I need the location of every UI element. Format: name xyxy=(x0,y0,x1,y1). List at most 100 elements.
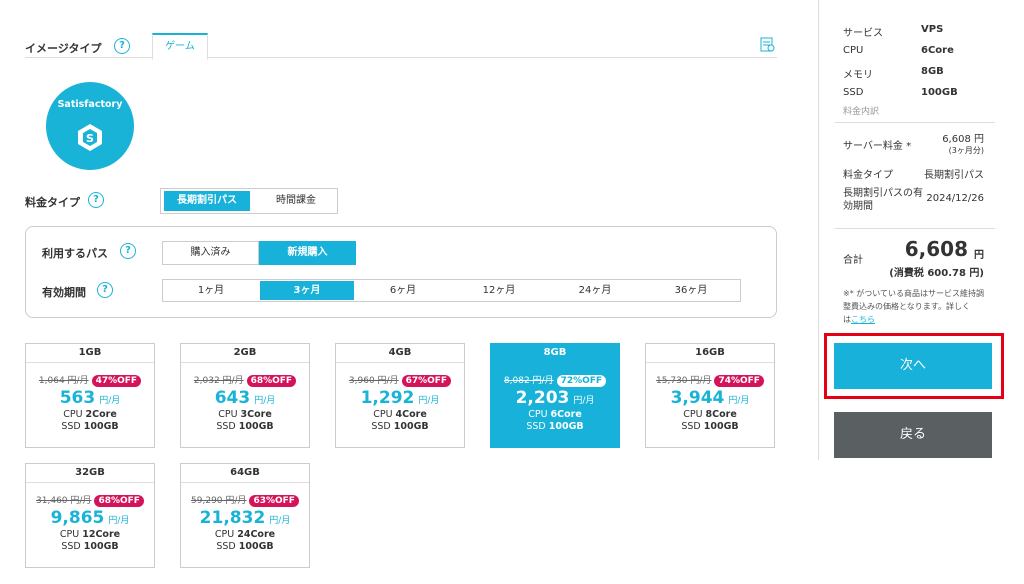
discount: 47%OFF xyxy=(91,375,142,387)
spec-value: 6Core xyxy=(550,409,582,420)
spec-row: CPU 24Core xyxy=(181,529,309,540)
spec-label: サービス xyxy=(843,28,883,39)
option[interactable]: 6ヶ月 xyxy=(389,285,417,296)
tab[interactable]: ゲーム xyxy=(152,33,208,60)
price: 563 xyxy=(59,388,96,408)
options-panel xyxy=(25,226,777,318)
next-button[interactable]: 次へ xyxy=(834,343,992,389)
unit: 円/月 xyxy=(728,396,750,406)
total-unit: 円 xyxy=(974,250,984,261)
price-row: 59,290 円/月 63%OFF xyxy=(181,488,309,507)
price: 3,944 xyxy=(670,388,725,408)
plan-name: 64GB xyxy=(181,464,309,483)
price-row: 31,460 円/月 68%OFF xyxy=(26,488,154,507)
discount: 68%OFF xyxy=(94,495,144,507)
spec-value: 100GB xyxy=(83,421,119,432)
option[interactable]: 購入済み xyxy=(162,241,259,265)
spec-row: CPU 6Core xyxy=(491,409,619,420)
spec-row: SSD 100GB xyxy=(26,421,154,432)
help-icon[interactable]: ? xyxy=(88,192,104,208)
price-row: 3,944 円/月 xyxy=(646,388,774,408)
spec-label: CPU xyxy=(528,409,548,420)
tax: (消費税 600.78 円) xyxy=(889,268,984,279)
spec-value: 100GB xyxy=(238,541,274,552)
highlight xyxy=(824,333,1004,399)
app-name: Satisfactory xyxy=(57,99,123,110)
plan-card[interactable]: 16GB 15,730 円/月 74%OFF 3,944 円/月 CPU 8Core SSD 1… xyxy=(645,343,775,448)
svg-text:S: S xyxy=(86,132,94,145)
option[interactable]: 36ヶ月 xyxy=(674,285,708,296)
price-row: 21,832 円/月 xyxy=(181,508,309,528)
original-price: 15,730 円/月 xyxy=(656,376,712,386)
spec-label: SSD xyxy=(61,421,81,432)
help-icon[interactable]: ? xyxy=(114,38,130,54)
price-row: 563 円/月 xyxy=(26,388,154,408)
unit: 円/月 xyxy=(254,396,276,406)
plan-name: 4GB xyxy=(336,344,464,363)
spec-label: CPU xyxy=(63,409,83,420)
period-label: 有効期間 xyxy=(42,286,86,299)
spec-label: CPU xyxy=(214,529,235,540)
price: 9,865 xyxy=(50,508,105,528)
option[interactable]: 1ヶ月 xyxy=(197,285,225,296)
pass-label: 利用するパス xyxy=(42,247,108,260)
spec-label: SSD xyxy=(371,421,391,432)
plan-name: 32GB xyxy=(26,464,154,483)
spec-value: 100GB xyxy=(238,421,274,432)
unit: 円/月 xyxy=(269,516,291,526)
spec-label: SSD xyxy=(61,541,81,552)
option[interactable]: 24ヶ月 xyxy=(578,285,612,296)
spec-label: CPU xyxy=(843,45,864,56)
spec-row: SSD 100GB xyxy=(491,421,619,432)
divider xyxy=(835,228,995,229)
plan-card[interactable]: 4GB 3,960 円/月 67%OFF 1,292 円/月 CPU 4Core SSD 100… xyxy=(335,343,465,448)
plan-card[interactable]: 1GB 1,064 円/月 47%OFF 563 円/月 CPU 2Core SSD 100GB xyxy=(25,343,155,448)
discount: 67%OFF xyxy=(401,375,452,387)
note-link[interactable]: こちら xyxy=(851,315,875,324)
spec-row: SSD 100GB xyxy=(336,421,464,432)
option[interactable]: 時間課金 xyxy=(276,195,316,206)
breakdown: 料金内訳 xyxy=(843,107,880,117)
spec-row: CPU 2Core xyxy=(26,409,154,420)
total-label: 合計 xyxy=(843,255,863,266)
option[interactable]: 長期割引パス xyxy=(164,191,250,211)
plan-card[interactable]: 8GB 8,082 円/月 72%OFF 2,203 円/月 CPU 6Core SSD 100… xyxy=(490,343,620,448)
spec-value: 3Core xyxy=(240,409,272,420)
price-row: 2,032 円/月 68%OFF xyxy=(181,368,309,387)
plan-card[interactable]: 2GB 2,032 円/月 68%OFF 643 円/月 CPU 3Core SSD 100GB xyxy=(180,343,310,448)
price-row: 3,960 円/月 67%OFF xyxy=(336,368,464,387)
spec-label: CPU xyxy=(218,409,238,420)
option[interactable]: 3ヶ月 xyxy=(260,281,354,300)
price: 643 xyxy=(214,388,251,408)
price: 21,832 xyxy=(199,508,266,528)
help-icon[interactable]: ? xyxy=(120,243,136,259)
discount: 63%OFF xyxy=(249,495,299,507)
original-price: 3,960 円/月 xyxy=(348,376,399,386)
unit: 円/月 xyxy=(99,396,121,406)
price: 2,203 xyxy=(515,388,570,408)
plan-card[interactable]: 64GB 59,290 円/月 63%OFF 21,832 円/月 CPU 24Core SS… xyxy=(180,463,310,568)
price-row: 9,865 円/月 xyxy=(26,508,154,528)
original-price: 1,064 円/月 xyxy=(38,376,89,386)
spec-label: SSD xyxy=(216,541,236,552)
segmented: 長期割引パス 時間課金 xyxy=(160,188,338,214)
spec-value: 2Core xyxy=(85,409,117,420)
option[interactable]: 新規購入 xyxy=(259,241,356,265)
spec-label: CPU xyxy=(373,409,393,420)
spec-row: SSD 100GB xyxy=(181,541,309,552)
spec-row: CPU 4Core xyxy=(336,409,464,420)
price-row: 8,082 円/月 72%OFF xyxy=(491,368,619,387)
list-icon[interactable] xyxy=(760,37,776,53)
plan-name: 1GB xyxy=(26,344,154,363)
spec-value: VPS xyxy=(921,24,944,35)
spec-value: 8Core xyxy=(705,409,737,420)
plan-card[interactable]: 32GB 31,460 円/月 68%OFF 9,865 円/月 CPU 12Core SSD… xyxy=(25,463,155,568)
spec-label: メモリ xyxy=(843,70,873,81)
back-button[interactable]: 戻る xyxy=(834,412,992,458)
spec-value: 100GB xyxy=(921,87,958,98)
spec-row: CPU 3Core xyxy=(181,409,309,420)
plan-name: 2GB xyxy=(181,344,309,363)
spec-value: 100GB xyxy=(703,421,739,432)
help-icon[interactable]: ? xyxy=(97,282,113,298)
option[interactable]: 12ヶ月 xyxy=(482,285,516,296)
